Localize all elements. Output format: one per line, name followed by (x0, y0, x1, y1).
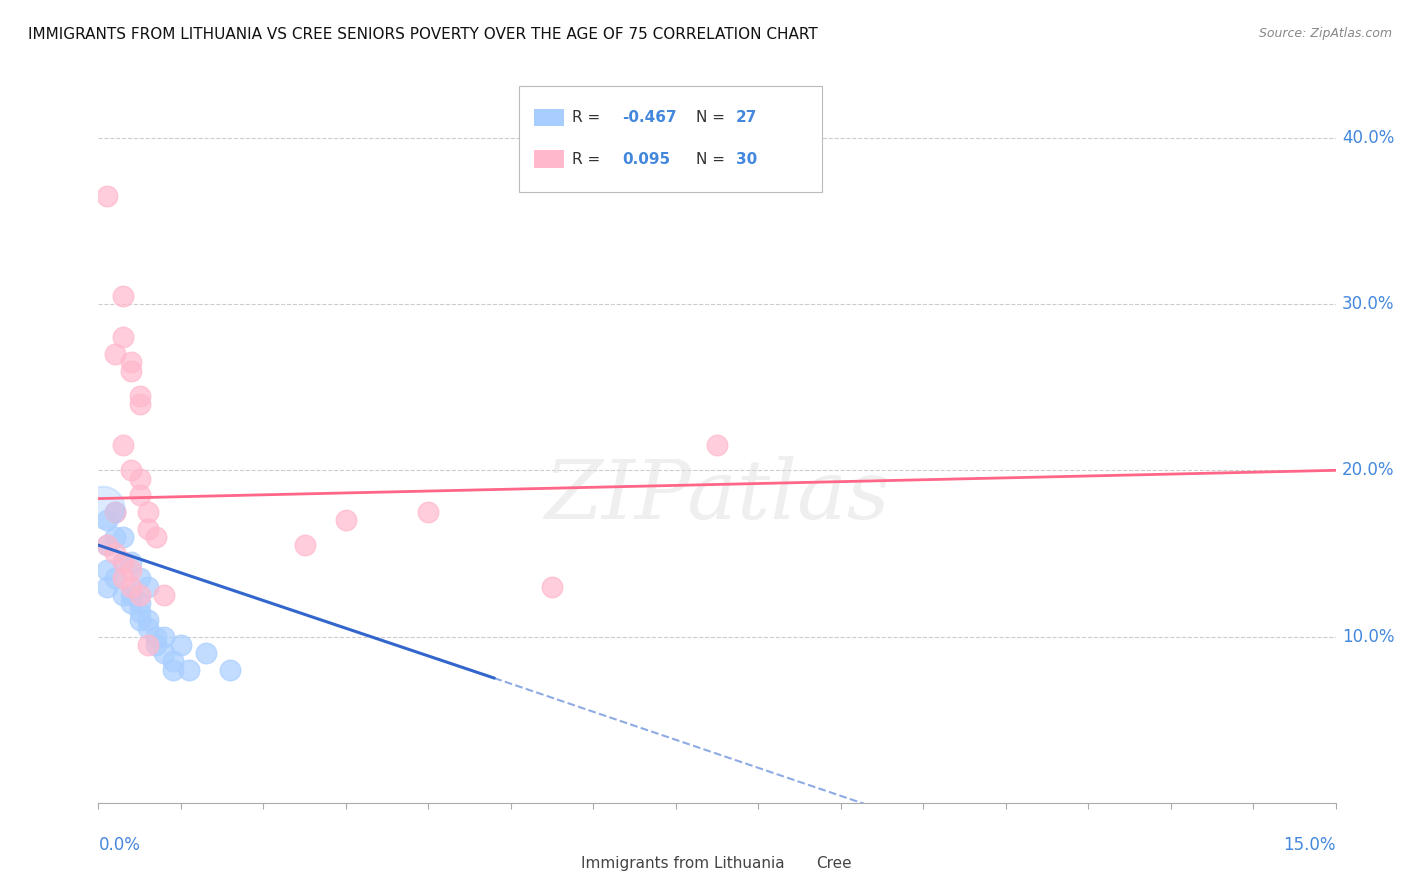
Point (120, 563, 142, 577)
Point (136, 613, 159, 627)
Point (170, 638, 193, 652)
FancyBboxPatch shape (519, 86, 823, 192)
Point (153, 588, 176, 602)
Point (128, 488, 150, 502)
Point (541, 580, 564, 594)
Point (96, 538, 118, 552)
Point (120, 363, 142, 377)
Point (194, 646, 217, 660)
Point (96, 513, 118, 527)
Text: 15.0%: 15.0% (1284, 836, 1336, 854)
Point (128, 472, 150, 486)
Point (112, 438, 135, 452)
Text: 40.0%: 40.0% (1341, 128, 1395, 147)
Text: -0.467: -0.467 (621, 110, 676, 125)
Point (104, 546, 127, 560)
Text: N =: N = (696, 152, 730, 167)
Text: 0.095: 0.095 (621, 152, 669, 167)
Point (145, 530, 167, 544)
Point (112, 555, 135, 569)
Point (112, 571, 135, 585)
Point (120, 463, 142, 477)
Text: Source: ZipAtlas.com: Source: ZipAtlas.com (1258, 27, 1392, 40)
Point (153, 646, 176, 660)
FancyBboxPatch shape (543, 853, 572, 874)
Point (145, 630, 167, 644)
Text: IMMIGRANTS FROM LITHUANIA VS CREE SENIORS POVERTY OVER THE AGE OF 75 CORRELATION: IMMIGRANTS FROM LITHUANIA VS CREE SENIOR… (28, 27, 818, 42)
Point (335, 513, 357, 527)
Point (120, 580, 142, 594)
Point (112, 330, 135, 344)
Text: Immigrants from Lithuania: Immigrants from Lithuania (581, 856, 785, 871)
Text: 20.0%: 20.0% (1341, 461, 1395, 479)
Point (104, 571, 127, 585)
FancyBboxPatch shape (534, 151, 564, 168)
Point (120, 555, 142, 569)
FancyBboxPatch shape (534, 109, 564, 127)
Point (104, 505, 127, 519)
Point (96, 189, 118, 203)
Point (128, 588, 150, 602)
Point (294, 538, 316, 552)
Point (136, 638, 159, 652)
Point (136, 621, 159, 635)
Point (120, 596, 142, 610)
Text: 30.0%: 30.0% (1341, 295, 1395, 313)
Text: 0.0%: 0.0% (98, 836, 141, 854)
Text: N =: N = (696, 110, 730, 125)
Text: 27: 27 (735, 110, 756, 125)
Text: 10.0%: 10.0% (1341, 628, 1395, 646)
Point (128, 613, 150, 627)
Point (91, 500, 114, 514)
Text: ZIPatlas: ZIPatlas (544, 456, 890, 535)
Point (96, 538, 118, 552)
Point (104, 530, 127, 544)
Point (120, 588, 142, 602)
Point (179, 663, 201, 677)
Point (128, 605, 150, 619)
Point (120, 355, 142, 369)
Point (96, 563, 118, 577)
Point (418, 505, 440, 519)
Point (104, 347, 127, 361)
Point (128, 571, 150, 585)
Point (128, 596, 150, 610)
Point (136, 521, 159, 535)
Point (112, 289, 135, 303)
Point (136, 580, 159, 594)
Point (145, 638, 167, 652)
Point (112, 530, 135, 544)
Point (96, 580, 118, 594)
Point (136, 505, 159, 519)
Point (112, 588, 135, 602)
Text: R =: R = (572, 110, 606, 125)
Point (153, 630, 176, 644)
Point (128, 388, 150, 402)
Text: R =: R = (572, 152, 606, 167)
Point (104, 505, 127, 519)
Point (128, 397, 150, 411)
Text: Cree: Cree (815, 856, 852, 871)
Point (162, 655, 184, 669)
Point (706, 438, 728, 452)
Point (112, 555, 135, 569)
Point (219, 663, 242, 677)
Point (162, 663, 184, 677)
FancyBboxPatch shape (778, 853, 807, 874)
Text: 30: 30 (735, 152, 756, 167)
